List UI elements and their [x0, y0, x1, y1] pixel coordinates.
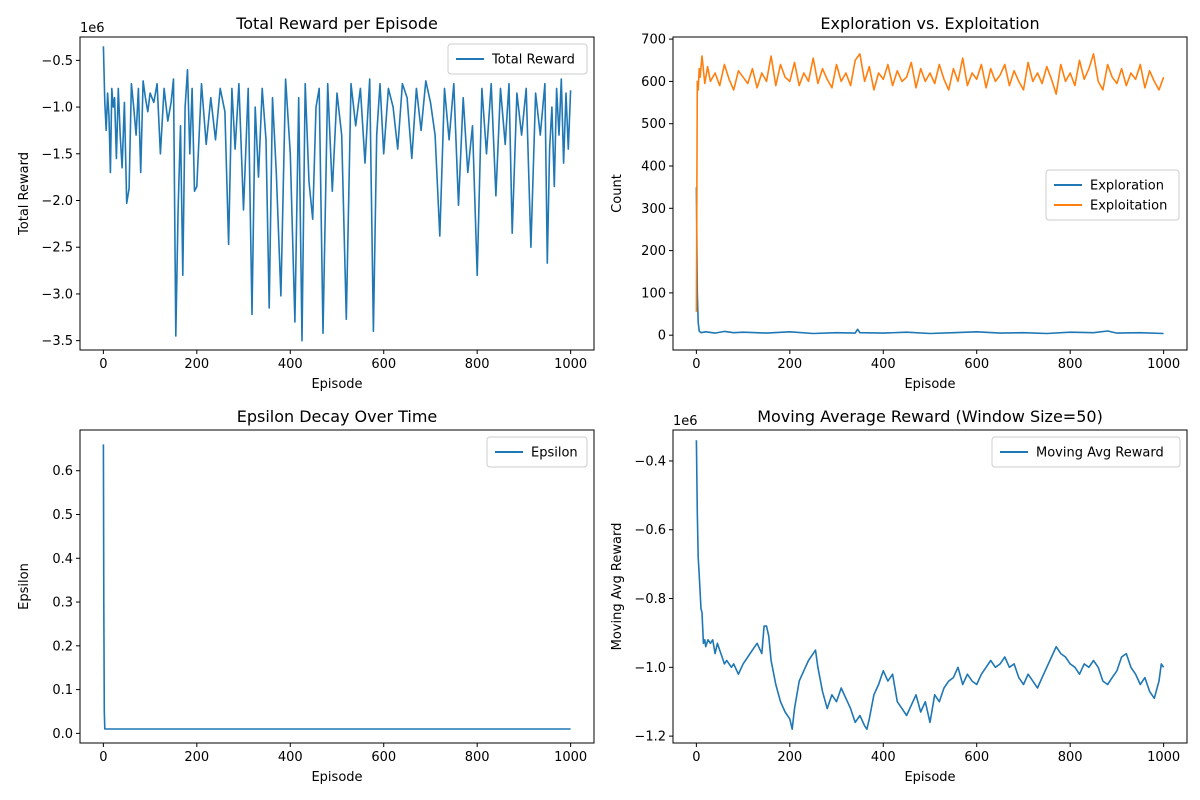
x-tick-label: 400 [278, 357, 303, 372]
y-tick-label: −2.0 [41, 194, 73, 209]
y-tick-label: −3.0 [41, 287, 73, 302]
axes-frame [79, 429, 595, 744]
x-tick-label: 1000 [1147, 750, 1180, 765]
x-tick-label: 0 [692, 750, 700, 765]
legend: Exploration Exploitation [1045, 169, 1180, 221]
x-tick-label: 400 [871, 357, 896, 372]
y-tick-label: −1.2 [634, 730, 666, 745]
legend-entry: Total Reward [491, 53, 575, 68]
legend-entry: Exploration [1090, 179, 1164, 194]
y-tick-label: 500 [641, 117, 666, 132]
legend-box [991, 436, 1181, 468]
y-tick-label: 100 [641, 286, 666, 301]
x-tick-label: 400 [871, 750, 896, 765]
x-axis-label: Episode [311, 377, 362, 392]
y-offset-text: 1e6 [80, 21, 105, 36]
y-tick-label: 0.0 [52, 727, 73, 742]
series-line-movavg-0 [695, 440, 1165, 731]
x-axis-label: Episode [904, 377, 955, 392]
y-offset-text: 1e6 [673, 414, 698, 429]
series-line-explore-0 [695, 187, 1164, 335]
x-tick-label: 0 [692, 357, 700, 372]
x-axis-label: Episode [311, 770, 362, 785]
x-tick-label: 600 [371, 750, 396, 765]
chart-epsilon: 0 200 400 600 800 1000 0.0 0.1 0.2 0.3 0.4 0.5 0.6 Ep… [17, 407, 595, 785]
y-tick-label: −1.0 [41, 101, 73, 116]
y-tick-label: 700 [641, 33, 666, 48]
legend-entry: Epsilon [531, 446, 578, 461]
y-tick-label: 0.1 [52, 683, 73, 698]
y-axis-label: Total Reward [17, 152, 32, 236]
axes-frame [79, 36, 595, 351]
y-axis-label: Epsilon [17, 563, 32, 610]
y-tick-label: −1.0 [634, 661, 666, 676]
axes-frame [672, 36, 1188, 351]
chart-title: Epsilon Decay Over Time [237, 407, 438, 426]
x-tick-label: 200 [184, 750, 209, 765]
x-tick-label: 1000 [1147, 357, 1180, 372]
y-axis-label: Moving Avg Reward [610, 523, 625, 651]
x-tick-label: 800 [1058, 357, 1083, 372]
y-tick-label: −2.5 [41, 241, 73, 256]
legend: Total Reward [447, 43, 588, 75]
y-tick-label: −0.4 [634, 454, 666, 469]
x-tick-label: 1000 [554, 750, 587, 765]
y-tick-label: −3.5 [41, 334, 73, 349]
legend-entry: Moving Avg Reward [1036, 446, 1164, 461]
y-tick-label: −1.5 [41, 147, 73, 162]
y-tick-label: 200 [641, 244, 666, 259]
legend-box [486, 436, 588, 468]
x-tick-label: 200 [777, 357, 802, 372]
y-tick-label: 300 [641, 202, 666, 217]
legend: Epsilon [486, 436, 588, 468]
y-tick-label: −0.5 [41, 54, 73, 69]
x-tick-label: 0 [99, 357, 107, 372]
x-tick-label: 600 [964, 357, 989, 372]
chart-explore: 0 200 400 600 800 1000 0 100 200 300 400 500 600 700 E… [610, 14, 1188, 392]
series-line-explore-1 [695, 53, 1165, 312]
x-tick-label: 600 [371, 357, 396, 372]
y-tick-label: −0.6 [634, 523, 666, 538]
x-tick-label: 0 [99, 750, 107, 765]
x-tick-label: 400 [278, 750, 303, 765]
chart-title: Exploration vs. Exploitation [820, 14, 1039, 33]
x-tick-label: 800 [1058, 750, 1083, 765]
x-tick-label: 800 [465, 357, 490, 372]
y-tick-label: 600 [641, 75, 666, 90]
x-tick-label: 200 [777, 750, 802, 765]
legend-box [447, 43, 588, 75]
y-axis-label: Count [610, 174, 625, 213]
x-tick-label: 800 [465, 750, 490, 765]
chart-reward: 0 200 400 600 800 1000 −3.5 −3.0 −2.5 −2.0 −1.5 −1.… [17, 14, 595, 392]
x-tick-label: 1000 [554, 357, 587, 372]
y-tick-label: 400 [641, 160, 666, 175]
chart-title: Total Reward per Episode [235, 14, 438, 33]
y-tick-label: 0.3 [52, 596, 73, 611]
series-line-reward-0 [102, 46, 572, 342]
legend-box [1045, 169, 1180, 221]
y-tick-label: 0.2 [52, 639, 73, 654]
axes-frame [672, 429, 1188, 744]
series-line-epsilon-0 [102, 444, 571, 730]
legend-entry: Exploitation [1090, 199, 1167, 214]
y-tick-label: 0.5 [52, 508, 73, 523]
x-tick-label: 600 [964, 750, 989, 765]
legend: Moving Avg Reward [991, 436, 1181, 468]
x-axis-label: Episode [904, 770, 955, 785]
y-tick-label: 0.4 [52, 552, 73, 567]
y-tick-label: 0 [658, 329, 666, 344]
chart-title: Moving Average Reward (Window Size=50) [757, 407, 1103, 426]
x-tick-label: 200 [184, 357, 209, 372]
y-tick-label: 0.6 [52, 464, 73, 479]
y-tick-label: −0.8 [634, 592, 666, 607]
chart-movavg: 0 200 400 600 800 1000 −1.2 −1.0 −0.8 −0.6 −0.4 Mov… [610, 407, 1188, 785]
